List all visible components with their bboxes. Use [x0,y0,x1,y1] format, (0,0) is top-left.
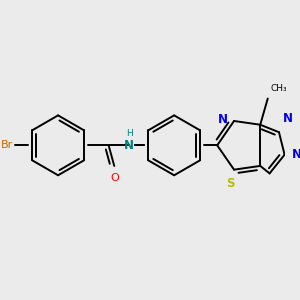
Text: CH₃: CH₃ [271,84,287,93]
Text: N: N [292,148,300,161]
Text: N: N [283,112,293,125]
Text: N: N [218,112,228,126]
Text: Br: Br [1,140,13,150]
Text: S: S [226,177,235,190]
Text: H: H [126,129,133,138]
Text: O: O [111,173,120,183]
Text: N: N [124,139,134,152]
